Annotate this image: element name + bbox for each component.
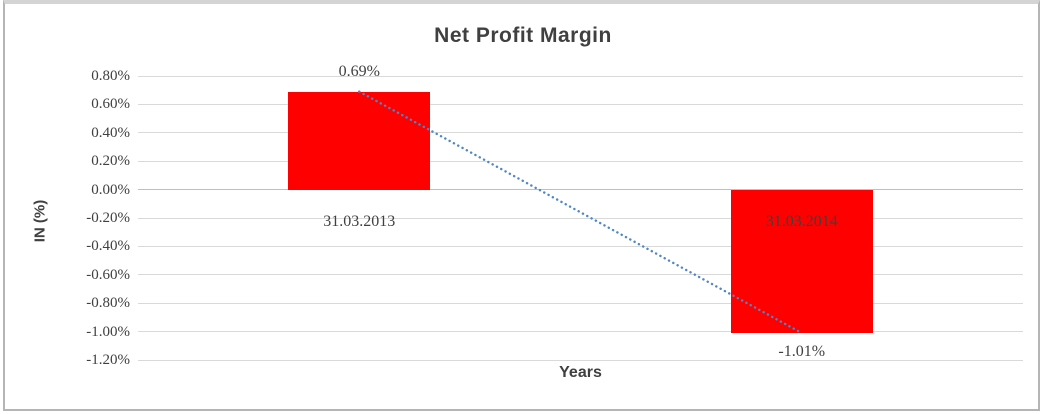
chart-title: Net Profit Margin — [434, 24, 612, 47]
x-category-label: 31.03.2013 — [323, 212, 396, 230]
gridline-0.20% — [138, 160, 1023, 162]
bar-31.03.2013[interactable] — [288, 91, 431, 190]
y-tick-label: -0.80% — [86, 295, 130, 312]
data-label: 0.69% — [338, 62, 380, 80]
y-tick-label: -1.20% — [86, 352, 130, 368]
y-tick-label: 0.80% — [91, 68, 130, 84]
gridline--0.40% — [138, 245, 1023, 247]
y-tick-label: 0.60% — [91, 96, 130, 113]
y-tick-label: -0.20% — [86, 210, 130, 226]
gridline--1.00% — [138, 331, 1023, 333]
x-category-label: 31.03.2014 — [765, 212, 838, 230]
gridline-0.00% — [138, 189, 1023, 191]
gridline-0.40% — [138, 132, 1023, 134]
bar-31.03.2014[interactable] — [730, 189, 873, 333]
gridline-0.80% — [138, 75, 1023, 77]
y-axis-title-text: IN (%) — [31, 199, 49, 243]
gridline--0.60% — [138, 274, 1023, 276]
x-axis-title: Years — [559, 364, 602, 381]
y-tick-label: 0.20% — [91, 153, 130, 170]
y-tick-label: -1.00% — [86, 323, 130, 340]
y-tick-label: 0.40% — [91, 124, 130, 141]
data-label: -1.01% — [778, 343, 826, 361]
gridline--1.20% — [138, 359, 1023, 361]
gridline--0.80% — [138, 302, 1023, 304]
y-tick-label: 0.00% — [91, 181, 130, 198]
y-tick-label: -0.60% — [86, 266, 130, 283]
y-tick-label: -0.40% — [86, 238, 130, 255]
trendline-dotted[interactable] — [358, 90, 803, 335]
gridline-0.60% — [138, 103, 1023, 105]
gridline--0.20% — [138, 217, 1023, 219]
